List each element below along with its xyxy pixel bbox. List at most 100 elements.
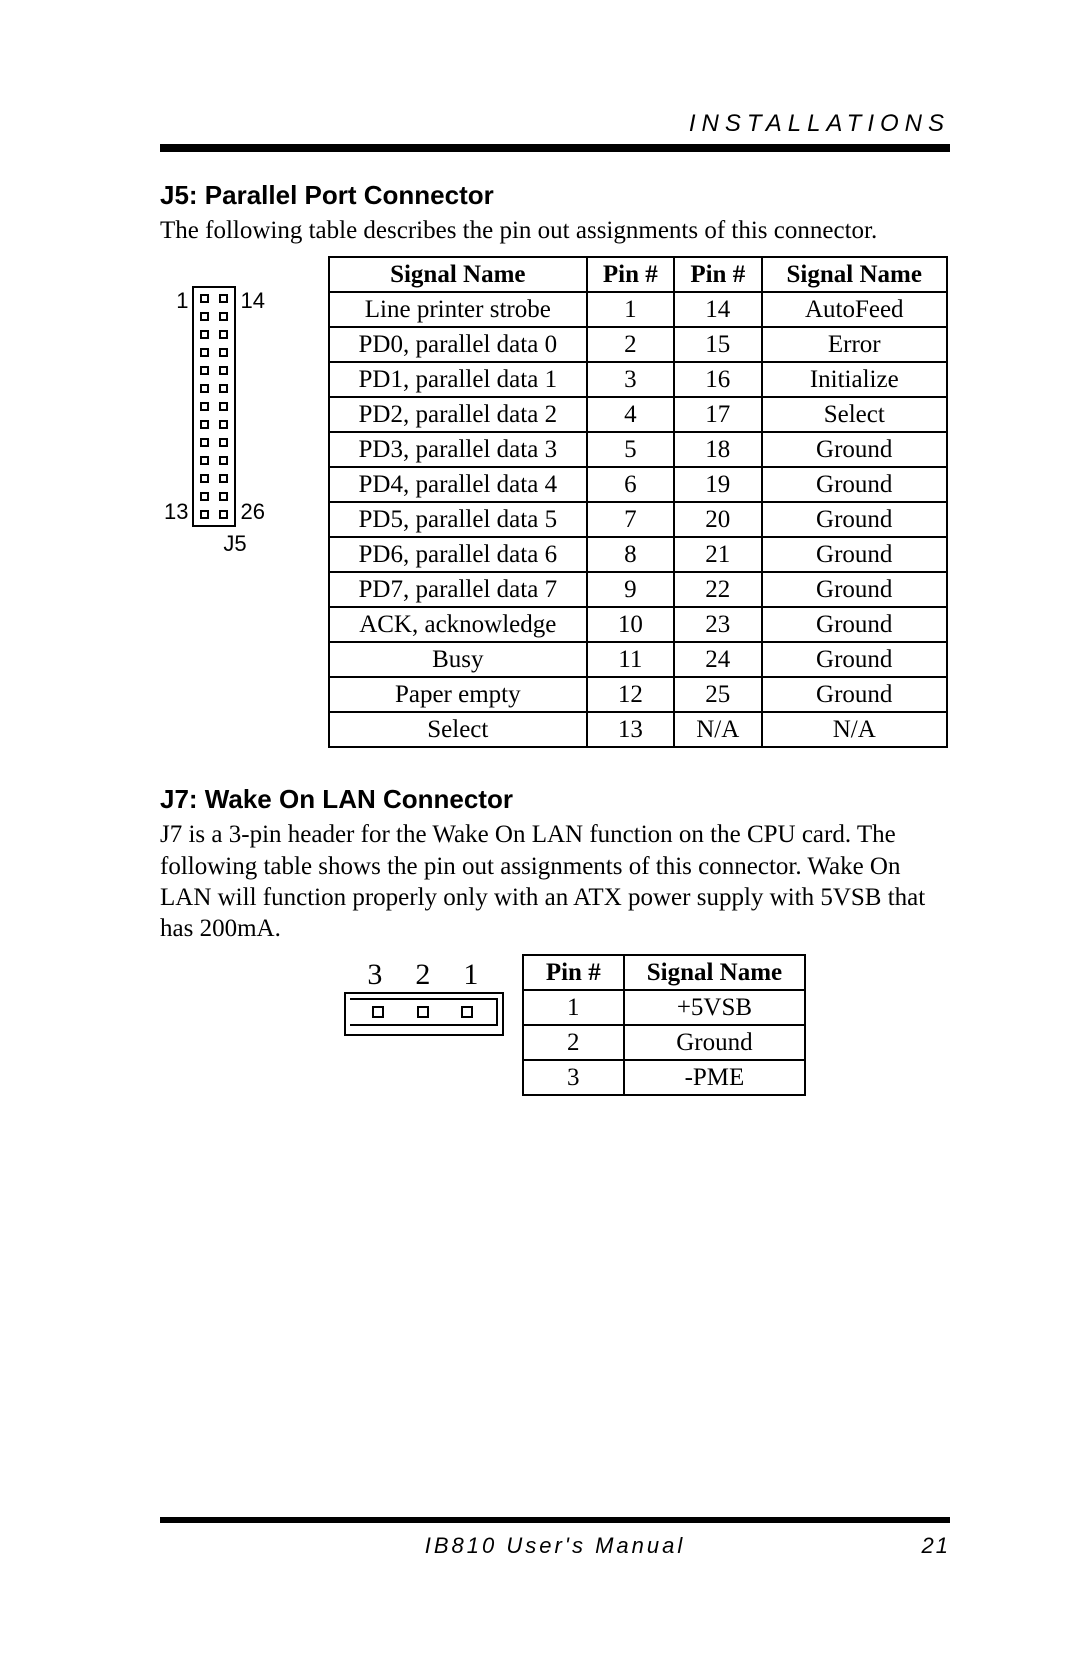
table-row: 2Ground [523,1025,805,1060]
pin-square-icon [219,492,228,501]
table-cell: Ground [762,677,948,712]
j5-pin-row [200,384,228,393]
j5-pin-row [200,438,228,447]
j5-connector-diagram: 1 13 14 26 J5 [160,286,310,557]
table-cell: 2 [587,327,674,362]
table-cell: Line printer strobe [329,292,587,327]
table-cell: PD6, parallel data 6 [329,537,587,572]
pin-square-icon [219,402,228,411]
table-cell: Ground [762,537,948,572]
table-cell: PD7, parallel data 7 [329,572,587,607]
table-cell: 24 [674,642,761,677]
table-cell: +5VSB [624,990,805,1025]
table-cell: PD2, parallel data 2 [329,397,587,432]
j5-right-labels: 14 26 [236,286,268,527]
table-cell: -PME [624,1060,805,1095]
footer-page-number: 21 [890,1533,950,1559]
table-cell: Ground [762,642,948,677]
table-cell: 10 [587,607,674,642]
page-footer: IB810 User's Manual 21 [160,1517,950,1559]
table-cell: 9 [587,572,674,607]
table-row: Busy1124Ground [329,642,947,677]
pin-square-icon [200,312,209,321]
table-cell: Error [762,327,948,362]
table-cell: Select [329,712,587,747]
pin-square-icon [219,312,228,321]
table-cell: 22 [674,572,761,607]
j5-section: J5: Parallel Port Connector The followin… [160,180,950,748]
table-cell: Ground [762,502,948,537]
j5-pin-row [200,294,228,303]
table-row: Paper empty1225Ground [329,677,947,712]
table-cell: 1 [587,292,674,327]
j7-inner-box [350,998,498,1026]
j5-pin-row [200,348,228,357]
j5-label-right-top: 14 [240,288,264,314]
table-header-row: Signal NamePin #Pin #Signal Name [329,257,947,292]
j5-pin-row [200,402,228,411]
table-row: PD4, parallel data 4619Ground [329,467,947,502]
table-cell: 4 [587,397,674,432]
pin-square-icon [200,438,209,447]
table-header-cell: Pin # [523,955,624,990]
table-row: Select13N/AN/A [329,712,947,747]
j7-connector-diagram: 321 [344,958,504,1036]
j5-content-row: 1 13 14 26 J5 Signal NamePin #Pin #Signa… [160,256,950,748]
table-cell: PD1, parallel data 1 [329,362,587,397]
j5-pin-grid [192,286,236,527]
table-cell: Paper empty [329,677,587,712]
j7-pin-number: 3 [367,958,384,992]
table-cell: 25 [674,677,761,712]
j5-pin-row [200,312,228,321]
pin-square-icon [200,420,209,429]
table-row: PD0, parallel data 0215Error [329,327,947,362]
table-row: Line printer strobe114AutoFeed [329,292,947,327]
table-row: ACK, acknowledge1023Ground [329,607,947,642]
pin-square-icon [200,348,209,357]
pin-square-icon [200,510,209,519]
table-cell: 7 [587,502,674,537]
j5-pin-row [200,474,228,483]
table-cell: Initialize [762,362,948,397]
j5-label-right-bottom: 26 [240,499,264,525]
table-row: PD3, parallel data 3518Ground [329,432,947,467]
table-cell: AutoFeed [762,292,948,327]
pin-square-icon [219,438,228,447]
j5-label-left-bottom: 13 [164,499,188,525]
j5-label-left-top: 1 [164,288,188,314]
pin-square-icon [219,384,228,393]
pin-square-icon [200,330,209,339]
table-cell: Busy [329,642,587,677]
table-cell: 21 [674,537,761,572]
table-row: PD7, parallel data 7922Ground [329,572,947,607]
footer-rule [160,1517,950,1523]
table-row: PD1, parallel data 1316Initialize [329,362,947,397]
table-row: 3-PME [523,1060,805,1095]
j5-pin-row [200,492,228,501]
table-cell: 18 [674,432,761,467]
table-cell: 5 [587,432,674,467]
j7-pin-numbers: 321 [344,958,504,992]
footer-title: IB810 User's Manual [220,1533,890,1559]
table-row: PD2, parallel data 2417Select [329,397,947,432]
page-header: INSTALLATIONS [160,110,950,152]
j5-heading: J5: Parallel Port Connector [160,180,950,211]
table-cell: 11 [587,642,674,677]
j7-heading: J7: Wake On LAN Connector [160,784,950,815]
table-header-row: Pin #Signal Name [523,955,805,990]
table-cell: 20 [674,502,761,537]
j7-pin-number: 1 [463,958,480,992]
j5-left-labels: 1 13 [160,286,192,527]
table-row: PD6, parallel data 6821Ground [329,537,947,572]
pin-square-icon [417,1006,429,1018]
table-cell: 12 [587,677,674,712]
pin-square-icon [200,384,209,393]
table-cell: N/A [674,712,761,747]
pin-square-icon [200,366,209,375]
j7-section: J7: Wake On LAN Connector J7 is a 3-pin … [160,784,950,1096]
table-cell: ACK, acknowledge [329,607,587,642]
table-cell: PD4, parallel data 4 [329,467,587,502]
pin-square-icon [219,330,228,339]
table-cell: 3 [523,1060,624,1095]
table-cell: 2 [523,1025,624,1060]
